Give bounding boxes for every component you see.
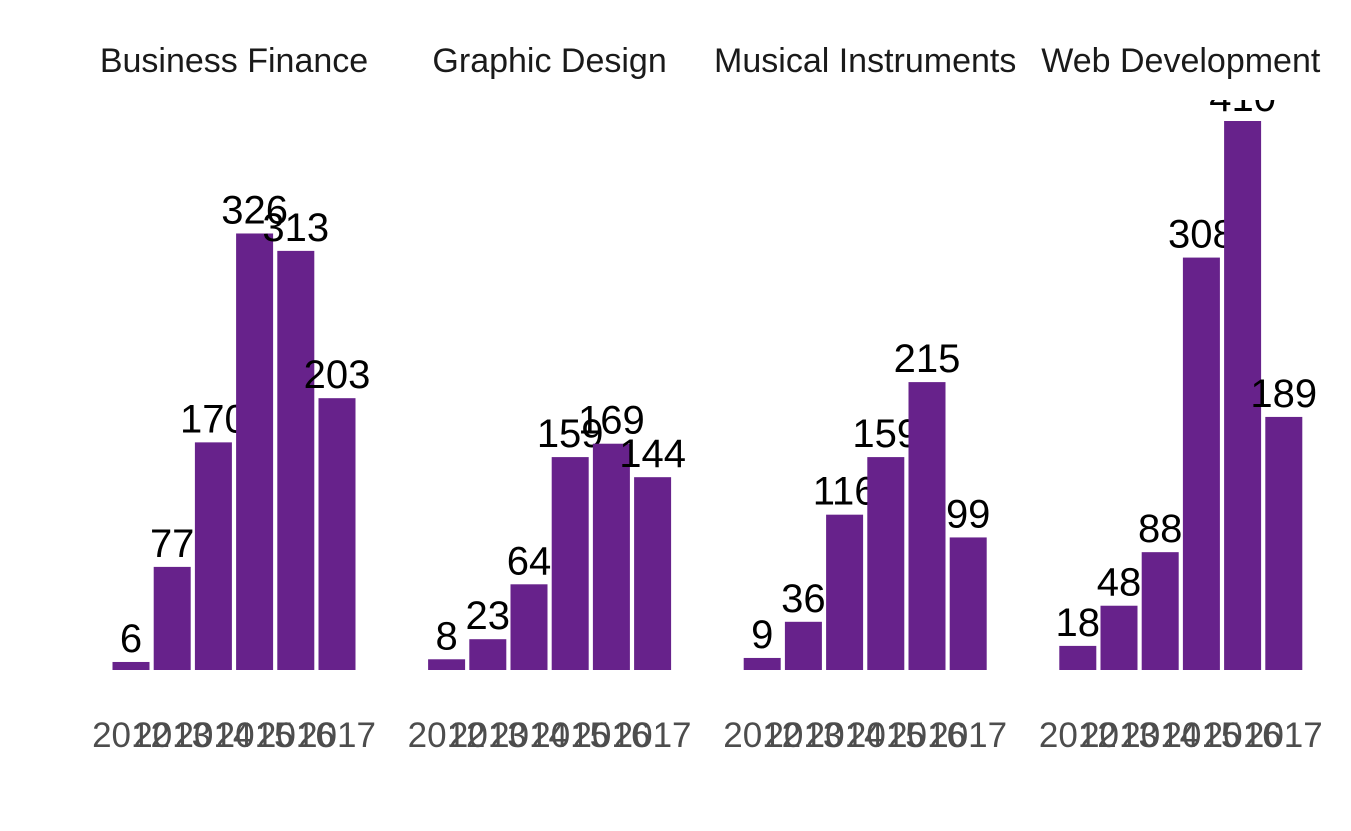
x-tick-label: 2016 xyxy=(1204,716,1282,755)
value-label: 203 xyxy=(304,353,371,397)
value-label: 23 xyxy=(466,594,511,638)
x-tick-label: 2014 xyxy=(1121,716,1199,755)
bar xyxy=(277,250,315,670)
bar xyxy=(634,477,672,670)
bar xyxy=(153,566,191,670)
value-label: 215 xyxy=(894,337,961,381)
value-label: 88 xyxy=(1138,507,1183,551)
x-tick-label: 2013 xyxy=(764,716,842,755)
panel: 936 116 159 215 99 xyxy=(743,337,991,670)
value-label: 170 xyxy=(180,397,247,441)
bar xyxy=(1100,605,1138,670)
value-label: 99 xyxy=(946,492,991,536)
value-label: 9 xyxy=(751,613,773,657)
value-label: 159 xyxy=(537,412,604,456)
value-label: 48 xyxy=(1097,561,1142,605)
x-tick-label: 2016 xyxy=(257,716,335,755)
x-tick-label: 2017 xyxy=(1245,716,1323,755)
bar xyxy=(469,639,507,670)
value-label: 18 xyxy=(1056,601,1101,645)
x-tick-label: 2015 xyxy=(847,716,925,755)
x-tick-label: 2017 xyxy=(298,716,376,755)
value-label: 36 xyxy=(781,577,826,621)
bar xyxy=(194,442,232,670)
x-tick-label: 2016 xyxy=(888,716,966,755)
x-tick-label: 2016 xyxy=(572,716,650,755)
bar xyxy=(743,657,781,670)
bar xyxy=(949,537,987,670)
bar xyxy=(1182,257,1220,670)
bar xyxy=(112,661,150,670)
bar xyxy=(867,457,905,670)
x-tick-label: 2013 xyxy=(133,716,211,755)
x-tick-label: 2015 xyxy=(1162,716,1240,755)
bar xyxy=(1224,121,1262,670)
x-tick-label: 2013 xyxy=(449,716,527,755)
value-label: 6 xyxy=(120,617,142,661)
panel-title: Business Finance xyxy=(100,42,368,80)
panel-title: Web Development xyxy=(1041,42,1321,80)
bar xyxy=(428,659,466,670)
bar xyxy=(826,514,864,670)
bar xyxy=(236,233,274,671)
value-label: 169 xyxy=(578,399,645,443)
bar xyxy=(510,584,548,670)
x-tick-label: 2012 xyxy=(1039,716,1117,755)
bar xyxy=(551,457,589,670)
bar xyxy=(784,621,822,670)
x-tick-label: 2014 xyxy=(490,716,568,755)
value-label: 313 xyxy=(262,206,329,250)
bar xyxy=(1141,552,1179,670)
bar xyxy=(1059,645,1097,670)
value-label: 410 xyxy=(1209,76,1276,120)
value-label: 189 xyxy=(1250,372,1317,416)
value-label: 308 xyxy=(1168,213,1235,257)
panel-title: Graphic Design xyxy=(432,42,666,80)
value-label: 159 xyxy=(852,412,919,456)
x-tick-label: 2017 xyxy=(929,716,1007,755)
x-tick-label: 2014 xyxy=(806,716,884,755)
x-tick-label: 2012 xyxy=(408,716,486,755)
x-tick-label: 2013 xyxy=(1080,716,1158,755)
x-tick-label: 2015 xyxy=(531,716,609,755)
panel-title: Musical Instruments xyxy=(714,42,1016,80)
x-tick-label: 2012 xyxy=(723,716,801,755)
x-tick-label: 2015 xyxy=(216,716,294,755)
bar xyxy=(908,382,946,670)
value-label: 144 xyxy=(619,432,686,476)
bar xyxy=(592,443,630,670)
bar xyxy=(318,398,356,670)
value-label: 116 xyxy=(813,470,877,514)
x-tick-label: 2017 xyxy=(614,716,692,755)
x-tick-label: 2014 xyxy=(174,716,252,755)
x-tick-label: 2012 xyxy=(92,716,170,755)
value-label: 326 xyxy=(221,188,288,232)
value-label: 8 xyxy=(435,614,457,658)
value-label: 77 xyxy=(150,522,195,566)
value-label: 64 xyxy=(507,539,552,583)
bar xyxy=(1265,416,1303,670)
